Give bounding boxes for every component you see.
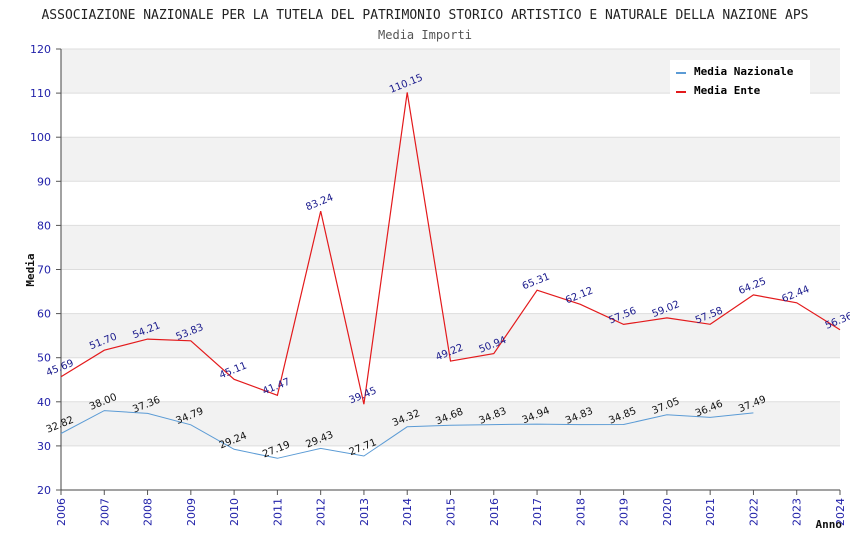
x-tick-label: 2012 bbox=[315, 498, 328, 526]
x-axis-label: Anno bbox=[816, 518, 843, 531]
x-tick-label: 2006 bbox=[55, 498, 68, 526]
legend: Media Nazionale Media Ente bbox=[670, 60, 810, 98]
y-tick-label: 60 bbox=[37, 308, 51, 321]
x-tick-label: 2019 bbox=[618, 498, 631, 526]
x-tick-label: 2011 bbox=[271, 498, 284, 526]
y-tick-label: 20 bbox=[37, 484, 51, 497]
x-tick-label: 2018 bbox=[574, 498, 587, 526]
series-line-media-ente bbox=[60, 92, 841, 405]
y-tick-label: 100 bbox=[30, 131, 51, 144]
y-axis-ticks: 20 30 40 50 60 70 80 90 100 110 120 bbox=[30, 43, 61, 497]
grid-band bbox=[61, 269, 840, 314]
grid-band bbox=[61, 445, 840, 490]
x-tick-label: 2021 bbox=[704, 498, 717, 526]
x-tick-label: 2016 bbox=[488, 498, 501, 526]
x-tick-label: 2007 bbox=[98, 498, 111, 526]
x-tick-label: 2017 bbox=[531, 498, 544, 526]
x-tick-label: 2009 bbox=[185, 498, 198, 526]
grid-band bbox=[61, 401, 840, 446]
series-line-media-nazionale bbox=[60, 410, 754, 459]
series-lines bbox=[60, 92, 841, 459]
y-tick-label: 80 bbox=[37, 219, 51, 232]
grid-bands bbox=[61, 49, 840, 490]
x-tick-label: 2024 bbox=[834, 498, 847, 526]
x-tick-label: 2010 bbox=[228, 498, 241, 526]
y-axis-label: Media bbox=[24, 253, 37, 286]
grid-band bbox=[61, 225, 840, 270]
x-tick-label: 2014 bbox=[401, 498, 414, 526]
grid-band bbox=[61, 181, 840, 226]
y-tick-label: 120 bbox=[30, 43, 51, 56]
x-tick-label: 2013 bbox=[358, 498, 371, 526]
x-axis-ticks: 2006 2007 2008 2009 2010 2011 2012 2013 2014 2015… bbox=[55, 490, 847, 526]
y-tick-label: 30 bbox=[37, 440, 51, 453]
grid-band bbox=[61, 93, 840, 138]
legend-box bbox=[670, 60, 810, 98]
chart-title: ASSOCIAZIONE NAZIONALE PER LA TUTELA DEL… bbox=[41, 8, 808, 23]
grid-band bbox=[61, 357, 840, 402]
chart-subtitle: Media Importi bbox=[378, 28, 472, 42]
y-tick-label: 90 bbox=[37, 175, 51, 188]
x-tick-label: 2008 bbox=[142, 498, 155, 526]
x-tick-label: 2022 bbox=[747, 498, 760, 526]
y-tick-label: 40 bbox=[37, 396, 51, 409]
x-tick-label: 2023 bbox=[791, 498, 804, 526]
y-tick-label: 70 bbox=[37, 264, 51, 277]
legend-label-media-ente: Media Ente bbox=[694, 84, 761, 97]
grid-band bbox=[61, 313, 840, 358]
legend-label-media-nazionale: Media Nazionale bbox=[694, 65, 794, 78]
x-tick-label: 2020 bbox=[661, 498, 674, 526]
grid-band bbox=[61, 137, 840, 182]
y-tick-label: 110 bbox=[30, 87, 51, 100]
x-tick-label: 2015 bbox=[445, 498, 458, 526]
y-tick-label: 50 bbox=[37, 352, 51, 365]
